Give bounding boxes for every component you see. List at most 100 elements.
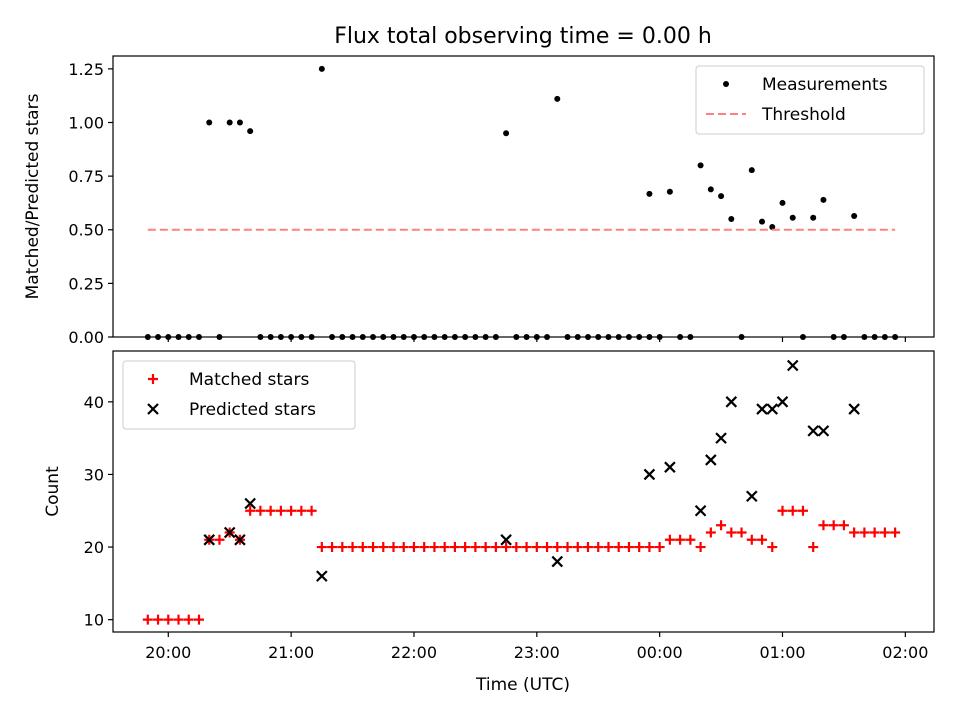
matched-star-marker (327, 542, 338, 553)
matched-star-marker (214, 534, 225, 545)
matched-star-marker (439, 542, 450, 553)
predicted-star-marker (807, 425, 819, 437)
y-tick-label: 0.00 (68, 328, 104, 347)
x-axis-label: Time (UTC) (475, 675, 570, 695)
y-tick-label: 0.75 (68, 167, 104, 186)
legend: Matched stars Predicted stars (122, 360, 356, 430)
y-tick-label: 30 (84, 465, 104, 484)
predicted-star-marker (551, 555, 564, 568)
measurement-point (851, 213, 858, 220)
measurement-point (861, 334, 868, 340)
predicted-star-marker (705, 454, 717, 466)
matched-star-marker (705, 527, 716, 538)
measurement-point (421, 334, 428, 340)
measurement-point (329, 334, 336, 340)
matched-star-marker (296, 505, 307, 516)
matched-star-marker (388, 542, 399, 553)
predicted-star-marker (715, 432, 727, 444)
matched-star-marker (286, 505, 297, 516)
measurement-point (359, 334, 366, 340)
measurement-point (451, 334, 458, 340)
matched-star-marker (449, 542, 460, 553)
matched-star-marker (787, 505, 798, 516)
matched-star-marker (163, 614, 174, 625)
axes-frame (112, 55, 935, 338)
measurement-point (840, 334, 847, 340)
matched-star-marker (777, 505, 788, 516)
y-axis-label: Matched/Predicted stars (23, 93, 43, 299)
predicted-star-marker (244, 497, 256, 510)
measurement-point (584, 334, 591, 340)
matched-star-marker (245, 505, 256, 516)
matched-star-marker (767, 542, 778, 553)
measurement-point (236, 119, 243, 126)
legend: Measurements Threshold (695, 65, 925, 135)
measurement-point (155, 334, 162, 340)
matched-star-marker (357, 542, 368, 553)
measurement-point (646, 190, 653, 197)
measurement-point (677, 334, 684, 340)
legend-label: Measurements (762, 75, 888, 95)
x-tick-label: 20:00 (145, 643, 191, 662)
predicted-star-marker (766, 403, 779, 415)
predicted-star-marker (203, 534, 216, 546)
measurement-point (339, 334, 346, 340)
predicted-star-marker (223, 526, 236, 539)
measurement-point (656, 334, 663, 340)
matched-star-marker (879, 527, 890, 538)
matched-star-marker (726, 527, 737, 538)
measurement-point (769, 223, 776, 230)
legend-marker (723, 81, 729, 87)
matched-star-marker (193, 614, 204, 625)
measurement-point (410, 334, 417, 340)
predicted-star-marker (500, 534, 512, 546)
measurement-point (523, 334, 530, 340)
matched-star-marker (828, 520, 839, 531)
y-tick-label: 0.25 (68, 274, 104, 293)
measurement-point (564, 334, 571, 340)
measurement-point (370, 334, 377, 340)
x-tick-label: 21:00 (268, 643, 314, 662)
y-tick-label: 10 (84, 611, 104, 630)
predicted-star-marker (746, 490, 758, 502)
measurement-point (267, 334, 274, 340)
measurement-point (513, 334, 520, 340)
matched-star-marker (623, 542, 634, 553)
measurement-point (308, 334, 315, 340)
matched-star-marker (429, 542, 440, 553)
measurement-point (574, 334, 581, 340)
matched-star-marker (562, 542, 573, 553)
predicted-star-marker (316, 570, 328, 582)
matched-star-marker (408, 542, 419, 553)
y-tick-label: 20 (84, 538, 104, 557)
predicted-star-marker (664, 461, 676, 473)
x-tick-label: 02:00 (882, 643, 928, 662)
predicted-star-marker (234, 534, 246, 546)
measurement-point (175, 334, 182, 340)
matched-star-marker (716, 520, 727, 531)
predicted-star-marker (817, 425, 830, 437)
measurement-point (881, 334, 888, 340)
matched-star-marker (511, 542, 522, 553)
legend-label: Matched stars (189, 370, 309, 390)
measurement-point (165, 334, 172, 340)
matched-star-marker (582, 542, 593, 553)
matched-star-marker (572, 542, 583, 553)
matched-star-marker (398, 542, 409, 553)
y-axis-label: Count (43, 466, 63, 517)
matched-star-marker (644, 542, 655, 553)
measurement-point (748, 167, 755, 174)
matched-star-marker (337, 542, 348, 553)
predicted-star-marker (643, 468, 656, 481)
measurement-point (636, 334, 643, 340)
matched-star-marker (480, 542, 491, 553)
measurement-point (257, 334, 264, 340)
y-tick-label: 40 (84, 393, 104, 412)
measurement-point (247, 128, 254, 135)
legend-box (695, 65, 925, 135)
measurement-point (799, 334, 806, 340)
measurement-point (892, 334, 899, 340)
predicted-star-marker (756, 403, 768, 415)
matched-star-marker (470, 542, 481, 553)
chart-title: Flux total observing time = 0.00 h (334, 24, 712, 49)
